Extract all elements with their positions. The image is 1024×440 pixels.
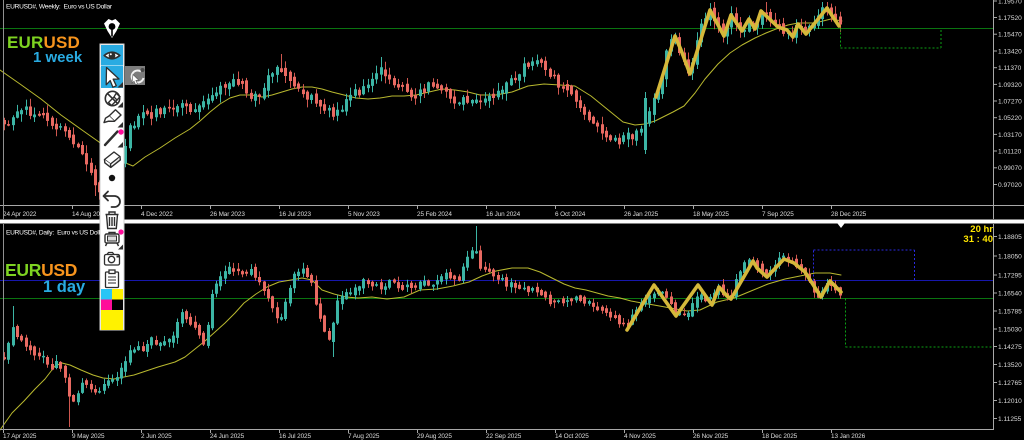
- svg-text:17 Apr 2025: 17 Apr 2025: [3, 433, 37, 440]
- svg-text:0.99070: 0.99070: [998, 165, 1022, 172]
- svg-text:2 Jun 2025: 2 Jun 2025: [141, 433, 172, 440]
- svg-text:7 Sep 2025: 7 Sep 2025: [762, 211, 794, 218]
- svg-text:4 Dec 2022: 4 Dec 2022: [141, 211, 173, 218]
- svg-text:6 Oct 2024: 6 Oct 2024: [555, 211, 586, 218]
- svg-text:1.09320: 1.09320: [998, 82, 1022, 89]
- svg-text:0.97020: 0.97020: [998, 182, 1022, 189]
- svg-text:22 Sep 2025: 22 Sep 2025: [486, 433, 522, 440]
- svg-text:EURUSD: EURUSD: [7, 33, 80, 52]
- svg-text:1.13420: 1.13420: [998, 48, 1022, 55]
- svg-text:16 Jun 2024: 16 Jun 2024: [486, 211, 521, 218]
- svg-text:1.15470: 1.15470: [998, 32, 1022, 39]
- svg-text:14 Aug 2022: 14 Aug 2022: [72, 211, 107, 218]
- svg-text:16 Jul 2025: 16 Jul 2025: [279, 433, 311, 440]
- svg-text:1 day: 1 day: [43, 278, 86, 296]
- svg-text:16 Jul 2023: 16 Jul 2023: [279, 211, 311, 218]
- svg-text:18 May 2025: 18 May 2025: [693, 211, 729, 218]
- svg-text:1.11370: 1.11370: [998, 65, 1022, 72]
- svg-text:1.17295: 1.17295: [998, 272, 1022, 279]
- svg-text:4 Nov 2025: 4 Nov 2025: [624, 433, 656, 440]
- svg-text:26 Jan 2025: 26 Jan 2025: [624, 211, 659, 218]
- svg-text:1.13520: 1.13520: [998, 362, 1022, 369]
- svg-text:1.19570: 1.19570: [998, 0, 1022, 5]
- svg-text:24 Jun 2025: 24 Jun 2025: [210, 433, 245, 440]
- svg-text:5 Nov 2023: 5 Nov 2023: [348, 211, 380, 218]
- svg-text:1.16540: 1.16540: [998, 290, 1022, 297]
- svg-text:14 Oct 2025: 14 Oct 2025: [555, 433, 589, 440]
- svg-text:26 Mar 2023: 26 Mar 2023: [210, 211, 245, 218]
- svg-text:1.11255: 1.11255: [998, 416, 1022, 423]
- svg-text:29 Aug 2025: 29 Aug 2025: [417, 433, 452, 440]
- svg-text:1.18805: 1.18805: [998, 234, 1022, 241]
- svg-text:EURUSD: EURUSD: [5, 260, 77, 280]
- svg-text:1.01120: 1.01120: [998, 148, 1022, 155]
- svg-text:31 : 40: 31 : 40: [963, 234, 993, 245]
- svg-text:1.07270: 1.07270: [998, 98, 1022, 105]
- svg-text:1.12765: 1.12765: [998, 380, 1022, 387]
- svg-text:1.12010: 1.12010: [998, 398, 1022, 405]
- svg-text:EURUSD#, Weekly: Euro vs US D: EURUSD#, Weekly: Euro vs US Dollar: [6, 4, 113, 11]
- svg-text:1.03170: 1.03170: [998, 132, 1022, 139]
- svg-text:1.05220: 1.05220: [998, 115, 1022, 122]
- svg-text:24 Apr 2022: 24 Apr 2022: [3, 211, 37, 218]
- svg-text:18 Dec 2025: 18 Dec 2025: [762, 433, 798, 440]
- svg-text:1.18050: 1.18050: [998, 253, 1022, 260]
- svg-text:9 May 2025: 9 May 2025: [72, 433, 105, 440]
- svg-text:1.15785: 1.15785: [998, 308, 1022, 315]
- svg-text:7 Aug 2025: 7 Aug 2025: [348, 433, 380, 440]
- svg-text:13 Jan 2026: 13 Jan 2026: [831, 433, 866, 440]
- svg-text:25 Feb 2024: 25 Feb 2024: [417, 211, 452, 218]
- svg-text:1.15030: 1.15030: [998, 326, 1022, 333]
- svg-text:1 week: 1 week: [33, 49, 83, 66]
- svg-text:1.14275: 1.14275: [998, 344, 1022, 351]
- svg-text:1.17520: 1.17520: [998, 15, 1022, 22]
- svg-text:20 hr: 20 hr: [970, 224, 993, 235]
- svg-text:28 Dec 2025: 28 Dec 2025: [831, 211, 867, 218]
- svg-text:26 Nov 2025: 26 Nov 2025: [693, 433, 729, 440]
- svg-text:EURUSD#, Daily: Euro vs US Do: EURUSD#, Daily: Euro vs US Dollar: [6, 230, 106, 237]
